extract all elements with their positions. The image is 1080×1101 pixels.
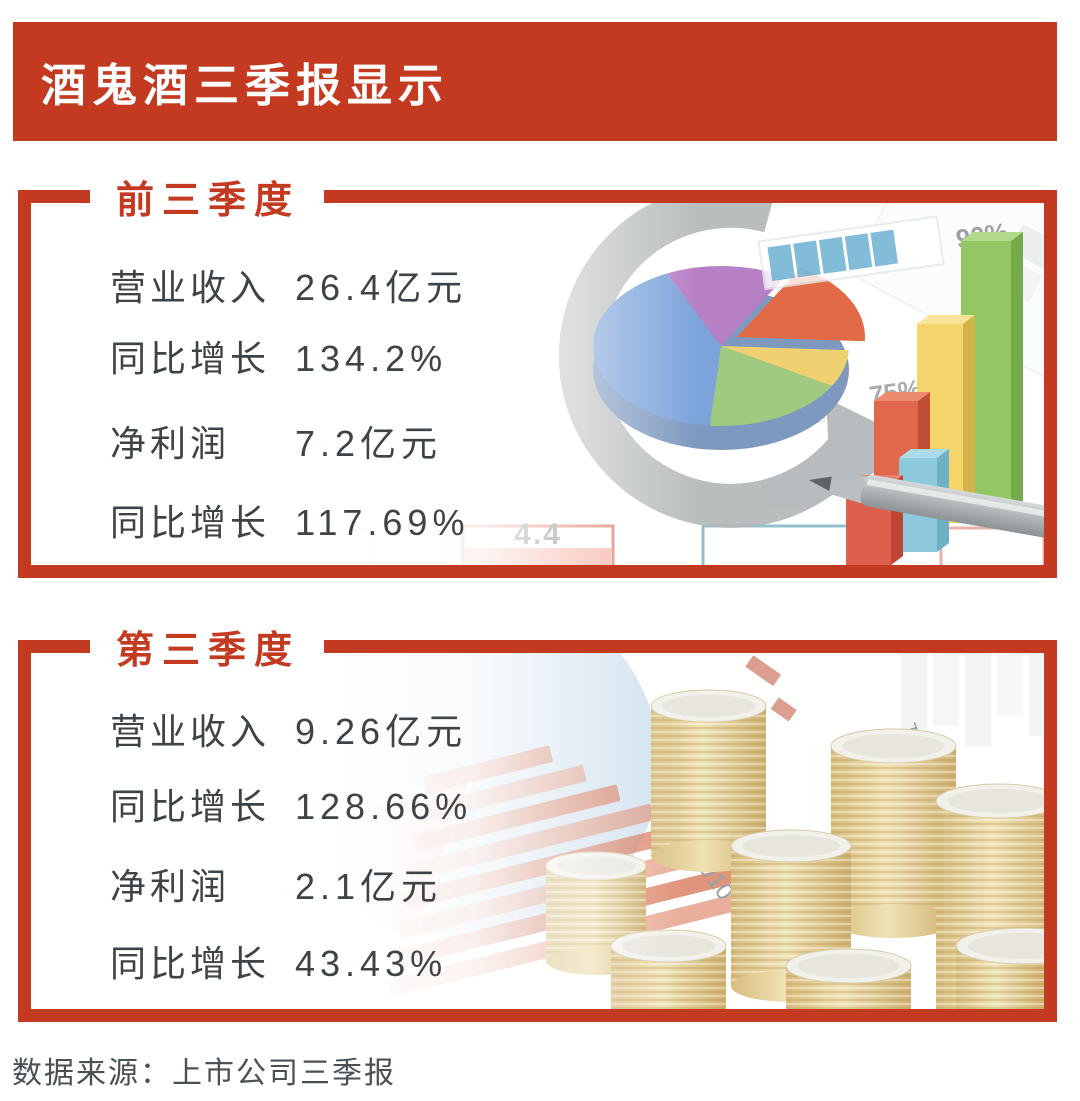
- section1-title: 前三季度: [116, 179, 301, 222]
- header-line: [324, 189, 1057, 203]
- corner-line-segment: [18, 639, 90, 653]
- stat-value: 117.69%: [295, 502, 470, 543]
- corner-line-segment: [18, 189, 90, 203]
- section1-stats: 营业收入 26.4亿元 同比增长 134.2% 净利润 7.2亿元 同比增长 1…: [31, 259, 1044, 543]
- stat-row: 同比增长 43.43%: [110, 935, 1044, 984]
- section2-body: 2010 Total reserves: [31, 646, 1044, 1009]
- section2-header: 第三季度: [18, 624, 1057, 672]
- stat-row: 营业收入 9.26亿元: [110, 703, 1044, 752]
- section-third-quarter: 第三季度: [18, 630, 1057, 1022]
- stat-row: 净利润 7.2亿元: [110, 415, 1044, 464]
- section2-stats: 营业收入 9.26亿元 同比增长 128.66% 净利润 2.1亿元 同比增长 …: [31, 703, 1044, 984]
- stat-label: 同比增长: [110, 502, 271, 543]
- stat-row: 同比增长 128.66%: [110, 778, 1044, 827]
- stat-row: 同比增长 134.2%: [110, 330, 1044, 379]
- stat-label: 同比增长: [110, 786, 271, 827]
- stat-value: 134.2%: [295, 338, 448, 379]
- stat-row: 同比增长 117.69%: [110, 494, 1044, 543]
- section1-body: 75% 3.9 4.4: [31, 196, 1044, 565]
- section2-title: 第三季度: [116, 629, 301, 672]
- stat-label: 营业收入: [110, 267, 271, 308]
- stat-label: 营业收入: [110, 711, 271, 752]
- stat-value: 7.2亿元: [295, 423, 443, 464]
- white-fade-overlay: [31, 646, 1044, 1009]
- coins-photo-illustration: 2010 Total reserves: [31, 646, 1044, 1009]
- stat-label: 净利润: [110, 866, 231, 907]
- stat-value: 26.4亿元: [295, 267, 468, 308]
- data-source-note: 数据来源：上市公司三季报: [12, 1057, 396, 1090]
- stat-row: 营业收入 26.4亿元: [110, 259, 1044, 308]
- analytics-photo-illustration: 75% 3.9 4.4: [31, 196, 1044, 565]
- section1-header: 前三季度: [18, 174, 1057, 222]
- header-line: [324, 639, 1057, 653]
- page-title-banner: 酒鬼酒三季报显示: [13, 22, 1057, 141]
- stat-value: 43.43%: [295, 943, 448, 984]
- stat-label: 同比增长: [110, 943, 271, 984]
- white-fade-overlay: [31, 196, 1044, 565]
- stat-value: 128.66%: [295, 786, 473, 827]
- stat-value: 2.1亿元: [295, 866, 443, 907]
- stat-label: 同比增长: [110, 338, 271, 379]
- section-first-three-quarters: 前三季度: [18, 180, 1057, 578]
- stat-value: 9.26亿元: [295, 711, 468, 752]
- stat-row: 净利润 2.1亿元: [110, 858, 1044, 907]
- page-title: 酒鬼酒三季报显示: [41, 60, 450, 111]
- stat-label: 净利润: [110, 423, 231, 464]
